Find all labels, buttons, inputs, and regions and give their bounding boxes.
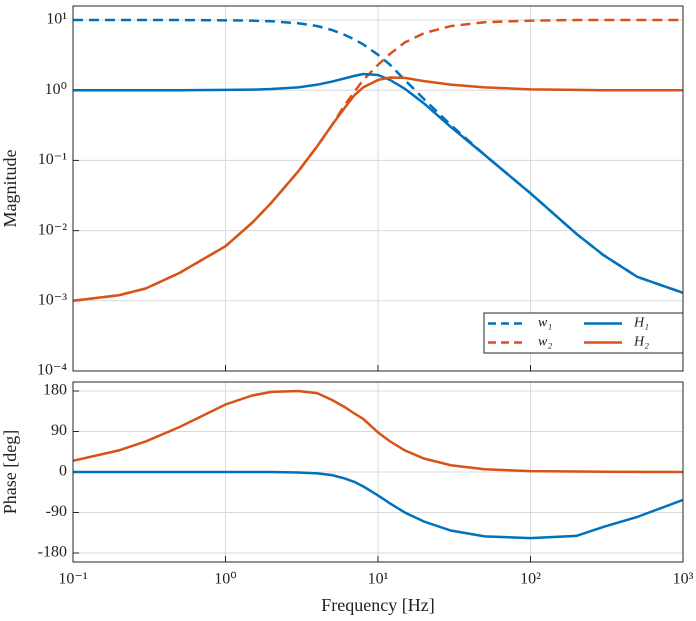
y-tick-label: -90 — [46, 503, 67, 520]
y-tick-label: 10⁻¹ — [38, 151, 67, 168]
legend-box — [483, 312, 684, 354]
series-line — [73, 389, 683, 474]
y-tick-label: 10⁻² — [38, 221, 67, 238]
y-tick-label: 0 — [59, 463, 67, 480]
y-tick-label: 10⁻⁴ — [37, 362, 67, 379]
x-tick-label: 10² — [520, 571, 541, 588]
x-tick-label: 10⁻¹ — [58, 571, 87, 588]
legend-label: w₂ — [538, 335, 552, 350]
x-axis-label: Frequency [Hz] — [321, 595, 434, 615]
series-line — [73, 76, 683, 303]
y-tick-label: 90 — [51, 422, 67, 439]
y-tick-label: -180 — [38, 544, 67, 561]
y-tick-label: 10⁻³ — [38, 291, 67, 308]
series-line — [73, 72, 683, 294]
x-tick-label: 10⁰ — [214, 571, 236, 588]
y-axis-label: Magnitude — [0, 150, 20, 228]
series-line — [73, 470, 683, 540]
series-line — [73, 18, 683, 303]
axes-frame — [72, 5, 684, 372]
y-axis-label: Phase [deg] — [0, 430, 20, 514]
y-tick-label: 10¹ — [46, 11, 67, 28]
legend-label: H₁ — [633, 316, 649, 331]
legend-label: H₂ — [633, 335, 649, 350]
legend-label: w₁ — [538, 316, 552, 331]
x-tick-label: 10¹ — [368, 571, 389, 588]
axes-frame — [72, 381, 684, 563]
legend: w₁ w₂ H₁ H₂ — [483, 312, 684, 354]
x-tick-label: 10³ — [673, 571, 694, 588]
y-tick-label: 10⁰ — [45, 81, 67, 98]
y-tick-label: 180 — [43, 382, 67, 399]
